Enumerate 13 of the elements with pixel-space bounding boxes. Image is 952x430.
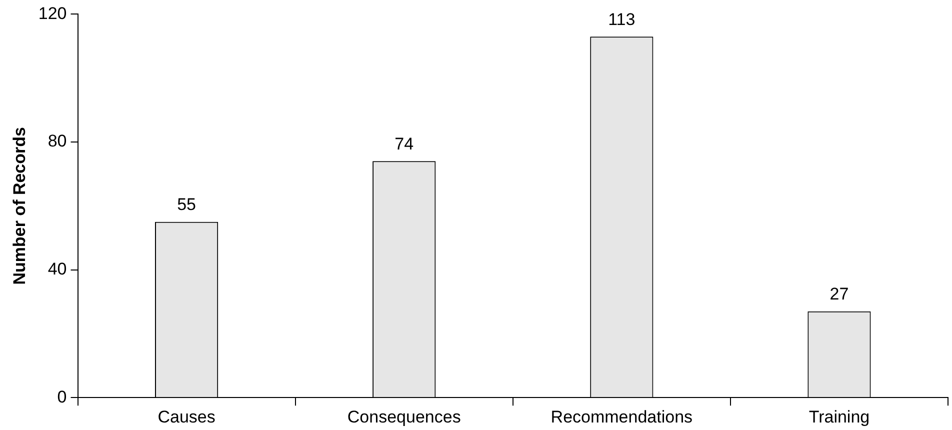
data-label: 113 [608, 10, 636, 29]
y-tick-label: 0 [57, 387, 67, 406]
y-axis-title: Number of Records [10, 127, 29, 285]
x-tick-label: Training [808, 407, 870, 426]
x-tick-label: Consequences [347, 407, 461, 426]
x-tick-label: Causes [158, 407, 216, 426]
data-label: 74 [394, 134, 414, 154]
data-label: 27 [830, 284, 849, 304]
y-tick-label: 120 [38, 4, 67, 23]
x-tick-label: Recommendations [550, 407, 693, 426]
y-tick-label: 40 [48, 259, 67, 278]
y-tick-label: 80 [48, 132, 67, 151]
data-label: 55 [177, 195, 196, 214]
